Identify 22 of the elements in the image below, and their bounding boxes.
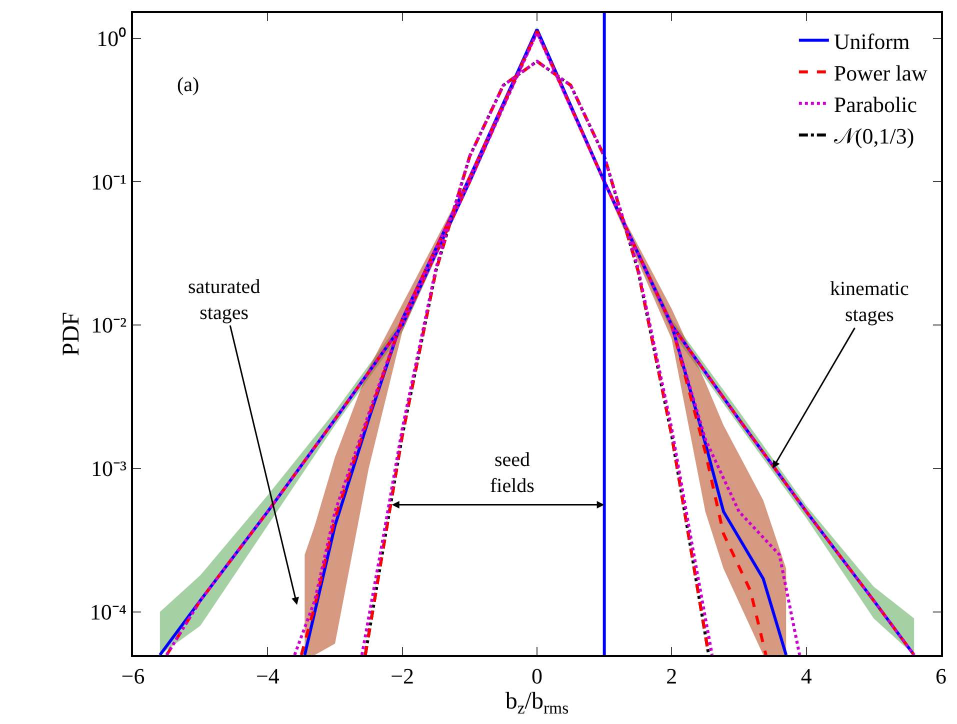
y-tick-label: 10⁻¹ <box>90 169 127 194</box>
annotation: (a) <box>177 74 200 96</box>
x-axis-title: b$_{z}$/b$_{rms}$ <box>505 688 569 718</box>
legend-label: Parabolic <box>834 92 918 117</box>
y-tick-label: 10⁰ <box>96 26 127 51</box>
x-tick-label: 2 <box>666 663 678 688</box>
legend-label: Power law <box>834 60 928 86</box>
y-tick-label: 10⁻³ <box>90 456 127 482</box>
y-axis-title: PDF <box>58 312 85 356</box>
y-tick-label: 10⁻² <box>90 312 127 338</box>
x-tick-label: 6 <box>936 663 946 688</box>
annotation: seed fields <box>490 449 535 497</box>
x-tick-label: −6 <box>121 663 145 688</box>
annotation: saturated stages <box>188 276 260 324</box>
x-tick-label: 0 <box>532 663 542 688</box>
x-tick-label: 4 <box>800 663 812 688</box>
y-tick-label: 10⁻⁴ <box>90 600 127 625</box>
annotation: kinematic stages <box>830 278 909 326</box>
legend-label: Uniform <box>834 28 910 54</box>
x-tick-label: −4 <box>256 663 280 688</box>
legend-label: 𝒩(0,1/3) <box>834 124 914 149</box>
x-tick-label: −2 <box>390 663 414 688</box>
